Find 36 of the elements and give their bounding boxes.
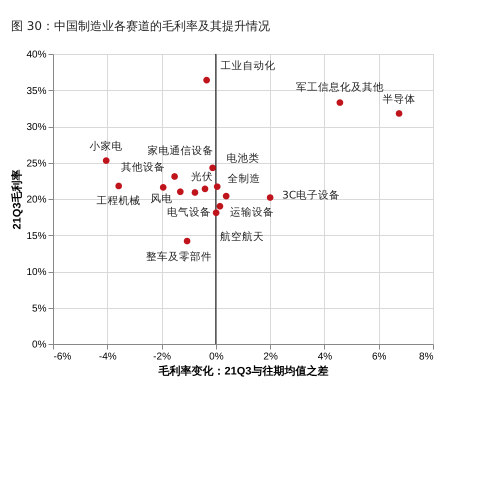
y-tick-label: 30% <box>26 122 47 133</box>
y-tick-label: 20% <box>26 194 47 206</box>
annotation: 航空航天 <box>220 230 264 243</box>
y-tick-label: 40% <box>26 50 47 60</box>
annotation: 3C电子设备 <box>282 188 340 202</box>
annotation: 小家电 <box>90 140 123 153</box>
y-tick-label: 15% <box>26 230 47 242</box>
x-tick-label: 4% <box>318 352 332 362</box>
annotation: 工程机械 <box>96 194 141 207</box>
y-tick-label: 10% <box>26 267 47 278</box>
y-axis-title: 21Q3毛利率 <box>10 170 24 230</box>
x-tick-label: -6% <box>54 352 72 362</box>
y-tick-label: 0% <box>32 340 47 350</box>
annotation: 全制造 <box>228 172 261 186</box>
annotation: 其他设备 <box>121 160 166 174</box>
annotation: 电池类 <box>226 152 260 165</box>
x-tick-label: 2% <box>263 352 278 362</box>
x-tick-label: 0% <box>209 352 224 362</box>
chart-title: 图 30：中国制造业各赛道的毛利率及其提升情况 <box>10 19 270 33</box>
y-tick-label: 5% <box>32 303 47 314</box>
x-tick-label: -4% <box>98 352 117 362</box>
annotation: 家电通信设备 <box>148 144 214 157</box>
annotation: 整车及零部件 <box>146 250 212 264</box>
x-tick-label: -2% <box>153 352 172 362</box>
annotation: 电气设备 <box>166 205 211 218</box>
x-tick-label: 8% <box>419 352 434 362</box>
annotation: 半导体 <box>382 92 416 106</box>
y-tick-label: 35% <box>26 86 47 97</box>
annotation: 军工信息化及其他 <box>296 80 384 94</box>
x-axis-title: 毛利率变化：21Q3与往期均值之差 <box>158 364 328 378</box>
annotation: 风电 <box>150 192 172 205</box>
annotation: 运输设备 <box>230 205 274 218</box>
y-tick-label: 25% <box>26 158 47 170</box>
annotation: 光伏 <box>191 170 213 183</box>
annotation: 工业自动化 <box>220 59 276 72</box>
x-tick-label: 6% <box>372 352 387 362</box>
